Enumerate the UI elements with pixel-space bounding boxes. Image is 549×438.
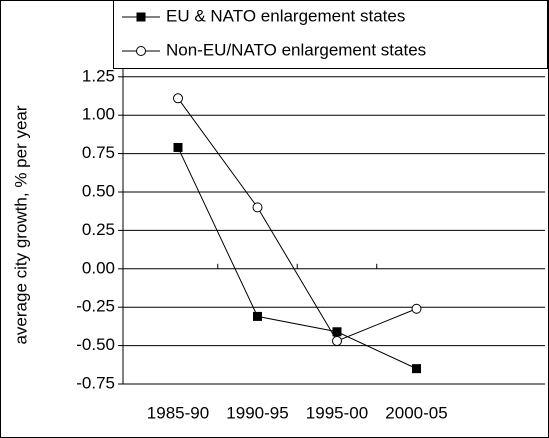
data-point [252, 202, 263, 213]
legend-marker [136, 46, 146, 56]
legend: EU & NATO enlargement states Non-EU/NATO … [113, 0, 548, 69]
legend-label: Non-EU/NATO enlargement states [166, 40, 426, 59]
y-tick-label: -0.50 [76, 335, 115, 354]
data-point [173, 93, 183, 104]
x-tick-label: 1990-95 [226, 403, 288, 422]
data-point [332, 327, 342, 337]
series-line [177, 98, 417, 342]
y-axis-label: average city growth, % per year [11, 105, 30, 344]
y-tick-label: -0.75 [76, 373, 115, 392]
y-tick-label: 0.75 [82, 143, 115, 162]
y-tick-label: 0.25 [82, 220, 115, 239]
data-point [253, 311, 262, 321]
y-tick-label: 0.00 [82, 258, 115, 277]
series-line [177, 147, 417, 370]
data-point [411, 303, 422, 314]
x-tick-label: 2000-05 [385, 403, 447, 422]
y-tick-label: 1.25 [82, 66, 115, 85]
x-tick-label: 1995-00 [306, 403, 368, 422]
legend-label: EU & NATO enlargement states [166, 6, 405, 25]
x-tick-label: 1985-90 [147, 403, 209, 422]
legend-marker [136, 12, 146, 22]
data-point [173, 142, 183, 152]
y-tick-label: 1.00 [82, 105, 115, 124]
data-point [332, 335, 342, 346]
y-tick-label: -0.25 [76, 297, 115, 316]
data-point [412, 364, 421, 374]
y-tick-label: 0.50 [82, 181, 115, 200]
legend-box [113, 0, 548, 69]
